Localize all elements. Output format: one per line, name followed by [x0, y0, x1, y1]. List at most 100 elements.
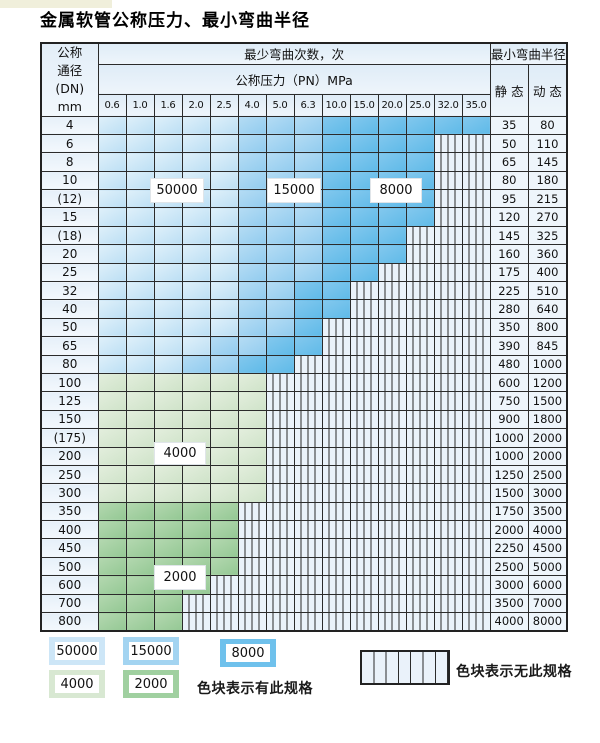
spec-cell-80-2.5 [209, 354, 239, 374]
spec-cell-18-0.6 [97, 225, 127, 246]
spec-cell-350-0.6 [97, 501, 127, 522]
spec-cell-65-2.5 [209, 336, 239, 356]
no-spec-cell-50-32.0 [433, 317, 463, 338]
spec-cell-20-15.0 [349, 244, 379, 264]
spec-cell-8-1.6 [153, 152, 183, 172]
static-radius-cell: 900 [489, 409, 529, 430]
no-spec-cell-200-25.0 [405, 446, 435, 466]
static-radius-cell: 145 [489, 225, 529, 246]
dn-header-line: (DN) [55, 80, 85, 96]
table-row-dn-150: 150 900 1800 [40, 409, 568, 430]
static-radius-cell: 280 [489, 299, 529, 319]
spec-cell-10-2.5 [209, 170, 239, 191]
spec-cell-15-20.0 [377, 207, 407, 227]
spec-cell-4-4.0 [237, 115, 267, 135]
no-spec-cell-700-35.0 [461, 593, 491, 614]
no-spec-cell-125-6.3 [293, 391, 323, 411]
no-spec-cell-700-20.0 [377, 593, 407, 614]
static-radius-cell: 2500 [489, 556, 529, 577]
pressure-tick-32.0: 32.0 [433, 93, 463, 117]
no-spec-cell-65-15.0 [349, 336, 379, 356]
spec-cell-150-0.6 [97, 409, 127, 430]
radius-header: 最小弯曲半径 [489, 42, 568, 65]
no-spec-cell-250-10.0 [321, 464, 351, 485]
pressure-tick-1.0: 1.0 [125, 93, 155, 117]
spec-cell-40-2.5 [209, 299, 239, 319]
spec-cell-80-4.0 [237, 354, 267, 374]
spec-cell-100-2.5 [209, 372, 239, 393]
no-spec-cell-250-32.0 [433, 464, 463, 485]
no-spec-cell-800-32.0 [433, 612, 463, 632]
dn-cell: 50 [40, 317, 99, 338]
table-row-dn-40: 40 280 640 [40, 299, 568, 319]
no-spec-cell-18-32.0 [433, 225, 463, 246]
no-spec-cell-500-10.0 [321, 556, 351, 577]
no-spec-cell-18-35.0 [461, 225, 491, 246]
label-4000: 4000 [154, 442, 206, 465]
spec-cell-450-0.6 [97, 538, 127, 558]
dynamic-header: 动 态 [527, 63, 568, 117]
spec-cell-65-5.0 [265, 336, 295, 356]
spec-cell-40-10.0 [321, 299, 351, 319]
no-spec-cell-100-5.0 [265, 372, 295, 393]
table-row-dn-8: 8 65 145 [40, 152, 568, 172]
no-spec-cell-100-15.0 [349, 372, 379, 393]
spec-cell-8-4.0 [237, 152, 267, 172]
dn-cell: 32 [40, 281, 99, 301]
dn-cell: (18) [40, 225, 99, 246]
spec-cell-65-1.0 [125, 336, 155, 356]
dn-cell: 450 [40, 538, 99, 558]
no-spec-cell-175-25.0 [405, 428, 435, 448]
spec-cell-80-1.6 [153, 354, 183, 374]
no-spec-cell-125-15.0 [349, 391, 379, 411]
no-spec-cell-250-20.0 [377, 464, 407, 485]
dn-cell: 600 [40, 575, 99, 595]
no-spec-cell-200-5.0 [265, 446, 295, 466]
table-row-dn-32: 32 225 510 [40, 281, 568, 301]
no-spec-cell-125-32.0 [433, 391, 463, 411]
static-radius-cell: 350 [489, 317, 529, 338]
dn-header-line: 通径 [57, 62, 83, 78]
dn-cell: 6 [40, 133, 99, 154]
pressure-tick-2.0: 2.0 [181, 93, 211, 117]
dn-header-cell: 公称 通径 (DN) mm [40, 42, 99, 117]
spec-cell-25-2.5 [209, 262, 239, 283]
spec-cell-4-2.5 [209, 115, 239, 135]
table-row-dn-4: 4 35 80 [40, 115, 568, 135]
no-spec-cell-100-10.0 [321, 372, 351, 393]
legend-label-4000: 4000 [55, 675, 99, 693]
spec-cell-40-2.0 [181, 299, 211, 319]
no-spec-cell-32-35.0 [461, 281, 491, 301]
static-radius-cell: 80 [489, 170, 529, 191]
dynamic-radius-cell: 6000 [527, 575, 568, 595]
dynamic-radius-cell: 2000 [527, 446, 568, 466]
no-spec-cell-350-10.0 [321, 501, 351, 522]
spec-cell-100-4.0 [237, 372, 267, 393]
no-spec-cell-600-32.0 [433, 575, 463, 595]
spec-cell-25-2.0 [181, 262, 211, 283]
no-spec-cell-80-32.0 [433, 354, 463, 374]
spec-cell-32-4.0 [237, 281, 267, 301]
no-spec-cell-65-10.0 [321, 336, 351, 356]
pressure-tick-4.0: 4.0 [237, 93, 267, 117]
no-spec-cell-300-35.0 [461, 483, 491, 503]
no-spec-cell-300-6.3 [293, 483, 323, 503]
spec-cell-250-4.0 [237, 464, 267, 485]
spec-cell-700-1.0 [125, 593, 155, 614]
legend-no-spec-swatch [360, 650, 450, 685]
spec-cell-65-0.6 [97, 336, 127, 356]
spec-cell-20-20.0 [377, 244, 407, 264]
no-spec-cell-8-35.0 [461, 152, 491, 172]
dynamic-radius-cell: 80 [527, 115, 568, 135]
static-radius-cell: 2000 [489, 520, 529, 540]
table-row-dn-15: 15 120 270 [40, 207, 568, 227]
legend-block-2000: 2000 [123, 670, 179, 698]
spec-cell-10-10.0 [321, 170, 351, 191]
no-spec-cell-700-10.0 [321, 593, 351, 614]
spec-cell-20-2.0 [181, 244, 211, 264]
spec-cell-18-20.0 [377, 225, 407, 246]
spec-cell-20-0.6 [97, 244, 127, 264]
spec-cell-400-2.0 [181, 520, 211, 540]
dynamic-radius-cell: 180 [527, 170, 568, 191]
spec-cell-6-2.0 [181, 133, 211, 154]
